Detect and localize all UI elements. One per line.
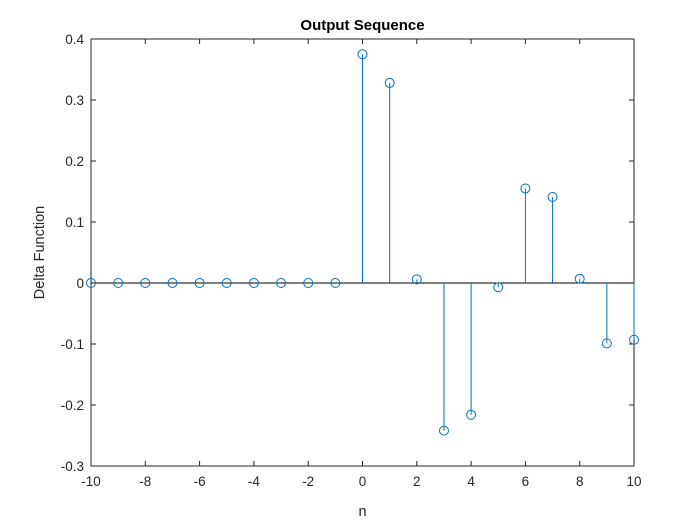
stem-marker — [303, 278, 314, 288]
stem-marker — [466, 409, 477, 420]
y-tick-label: 0.4 — [65, 32, 84, 47]
markers — [86, 49, 639, 436]
x-tick-label: -10 — [81, 474, 101, 489]
x-tick-label: 2 — [413, 474, 421, 489]
x-tick-label: 4 — [467, 474, 475, 489]
stem-marker — [547, 191, 558, 202]
y-tick-label: 0.1 — [65, 215, 84, 230]
y-tick-label: -0.1 — [61, 337, 84, 352]
x-tick-label: -6 — [194, 474, 206, 489]
x-tick-label: 0 — [359, 474, 367, 489]
stem-marker — [629, 334, 639, 345]
stem-marker — [357, 49, 368, 60]
x-tick-label: -8 — [139, 474, 151, 489]
stem-marker — [276, 278, 287, 288]
x-tick-label: 8 — [576, 474, 584, 489]
stem-marker — [438, 425, 449, 436]
chart-title: Output Sequence — [300, 17, 424, 34]
stem-marker — [167, 278, 178, 288]
x-tick-labels: -10 -8 -6 -4 -2 0 2 4 6 8 10 — [81, 474, 641, 489]
stem-marker — [601, 338, 612, 349]
x-axis-label: n — [358, 504, 366, 520]
stems — [362, 54, 635, 431]
stem-marker — [411, 274, 422, 285]
x-tick-label: 6 — [522, 474, 530, 489]
y-tick-label: 0.3 — [65, 93, 84, 108]
stem-marker — [330, 278, 341, 288]
stem-marker — [248, 278, 259, 288]
stem-marker — [574, 273, 585, 284]
stem-marker — [194, 278, 205, 288]
y-tick-label: 0 — [76, 276, 84, 291]
x-tick-label: 10 — [626, 474, 641, 489]
y-tick-label: -0.2 — [61, 398, 84, 413]
stem-marker — [221, 278, 232, 288]
stem-marker — [86, 278, 96, 288]
x-tick-label: -4 — [248, 474, 260, 489]
stem-marker — [113, 278, 124, 288]
stem-marker — [140, 278, 151, 288]
y-tick-label: -0.3 — [61, 459, 84, 474]
y-tick-labels: 0.4 0.3 0.2 0.1 0 -0.1 -0.2 -0.3 — [61, 32, 85, 474]
stem-marker — [520, 183, 531, 194]
y-axis-label: Delta Function — [32, 206, 48, 300]
stem-marker — [384, 77, 395, 88]
x-tick-label: -2 — [302, 474, 314, 489]
stem-marker — [493, 282, 504, 293]
y-tick-label: 0.2 — [65, 154, 84, 169]
